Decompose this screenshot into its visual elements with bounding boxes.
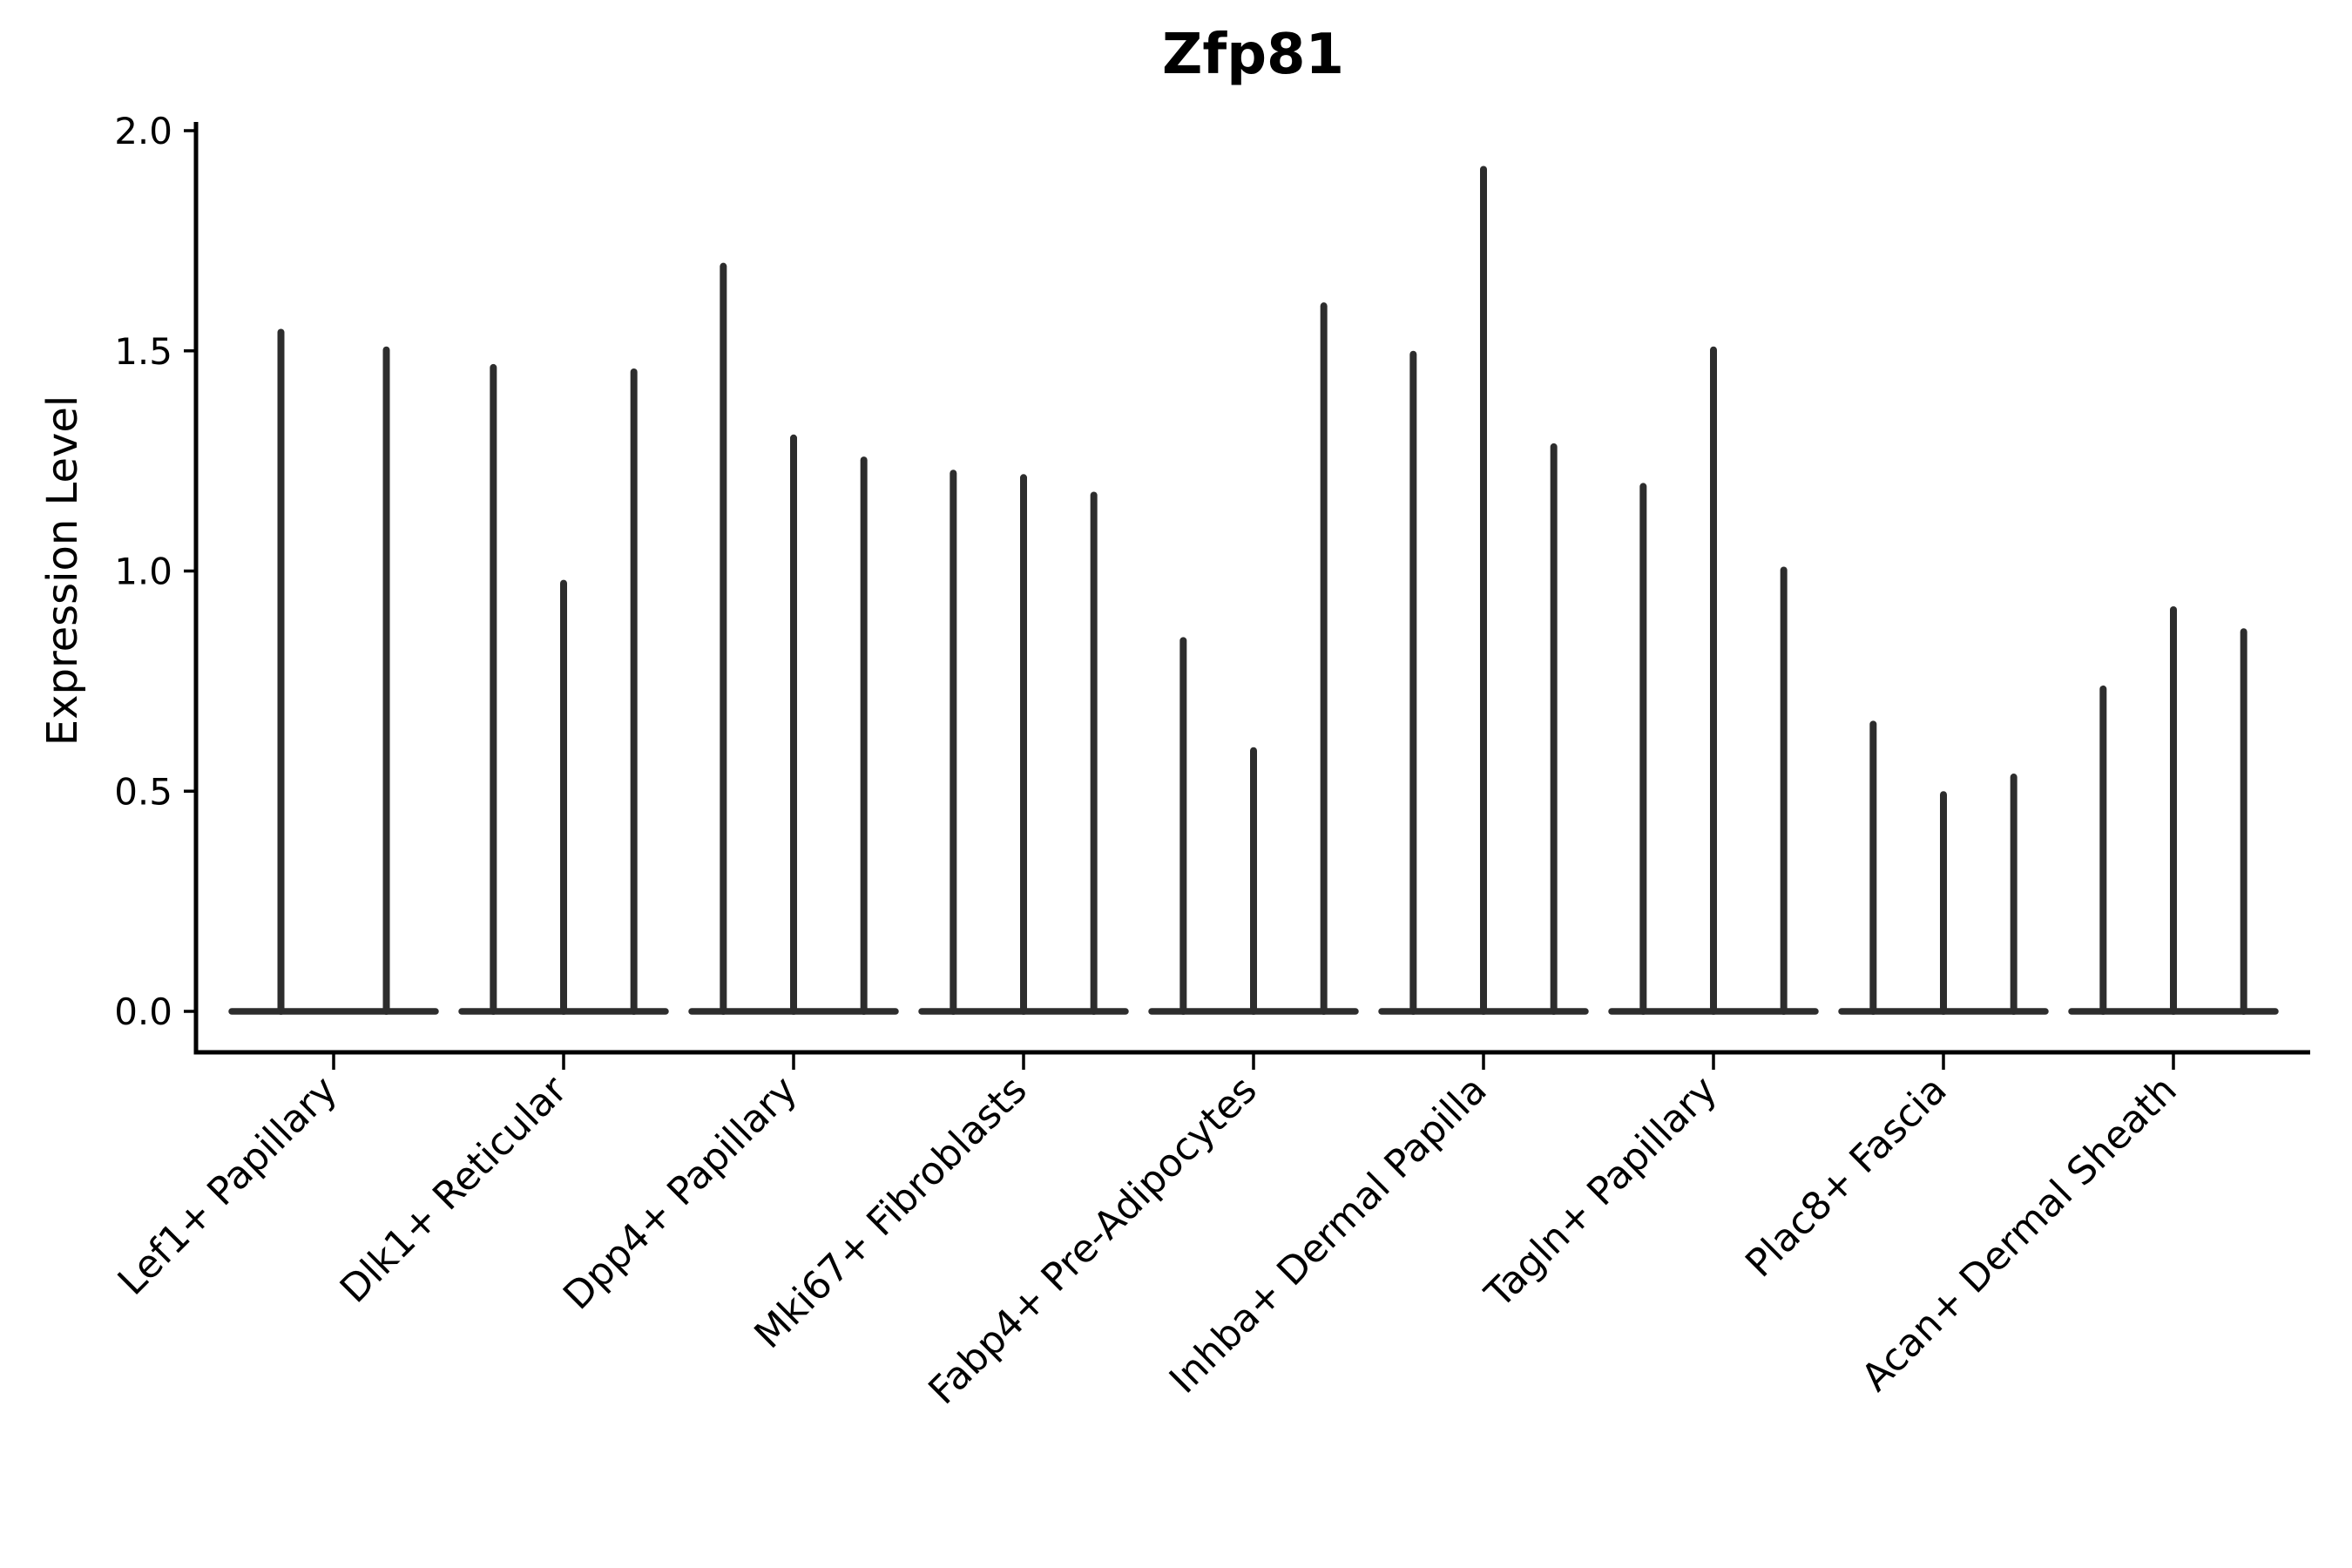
- chart-title: Zfp81: [1161, 23, 1345, 87]
- y-tick-label: 2.0: [114, 110, 172, 152]
- x-tick-label: Dpp4+ Papillary: [555, 1068, 806, 1319]
- y-tick-label: 0.0: [114, 990, 172, 1033]
- x-tick-label: Dlk1+ Reticular: [332, 1067, 577, 1312]
- y-tick-label: 1.0: [114, 551, 172, 593]
- x-tick-label: Tagln+ Papillary: [1477, 1068, 1726, 1317]
- x-tick-label: Lef1+ Papillary: [110, 1068, 346, 1304]
- x-tick-label: Plac8+ Fascia: [1737, 1068, 1956, 1287]
- y-tick-label: 1.5: [114, 330, 172, 373]
- y-tick-label: 0.5: [114, 770, 172, 813]
